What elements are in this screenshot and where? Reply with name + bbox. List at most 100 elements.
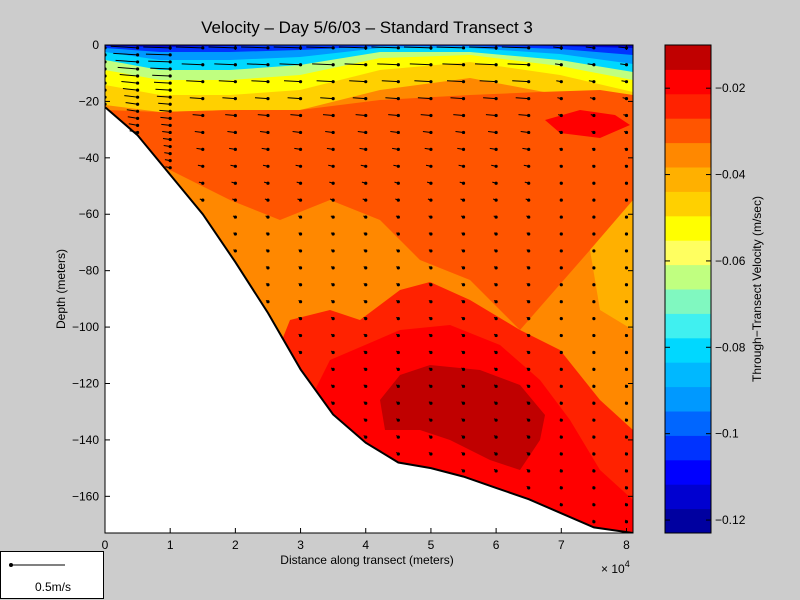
arrow-point [135, 46, 140, 50]
arrow-point [201, 113, 205, 118]
arrow-point [592, 367, 596, 371]
arrow-point [364, 215, 368, 219]
arrow-point [298, 113, 303, 118]
arrow-point [266, 80, 270, 84]
arrow-point [396, 80, 400, 84]
arrow-point [461, 164, 466, 168]
arrow-point [559, 418, 563, 422]
arrow-point [624, 333, 629, 338]
arrow-point [461, 113, 466, 118]
arrow-point [429, 63, 433, 67]
velocity-arrow [127, 116, 138, 119]
velocity-arrow [125, 102, 138, 105]
arrow-point [527, 333, 531, 338]
arrow-point [201, 63, 205, 67]
arrow-point [331, 350, 335, 355]
arrow-point [592, 486, 596, 490]
velocity-arrow [338, 46, 366, 49]
arrow-point [396, 113, 400, 118]
velocity-arrow [113, 52, 138, 56]
velocity-arrow [241, 46, 268, 49]
arrow-point [135, 116, 140, 120]
arrow-point [559, 80, 563, 84]
velocity-arrow [150, 67, 171, 70]
arrow-point [298, 266, 303, 270]
arrow-point [461, 418, 466, 422]
arrow-point [494, 215, 498, 219]
arrow-point [364, 266, 368, 270]
arrow-point [429, 80, 433, 84]
arrow-point [527, 418, 531, 422]
velocity-arrow [388, 114, 399, 117]
y-axis: 0 −20 −40 −60 −80 −100 −120 −140 −160 [72, 38, 633, 503]
arrow-point [624, 300, 629, 304]
arrow-point [396, 452, 400, 456]
velocity-arrow [344, 63, 366, 66]
arrow-point [168, 159, 172, 163]
arrow-point [592, 333, 596, 338]
arrow-point [592, 401, 596, 405]
arrow-point [168, 137, 172, 142]
x-multiplier: × 104 [601, 559, 630, 576]
arrow-point [429, 249, 433, 253]
arrow-point [331, 130, 335, 135]
x-tick-label: 3 [297, 538, 304, 552]
arrow-point [527, 486, 531, 490]
arrow-point [331, 164, 335, 168]
arrow-point [624, 317, 629, 321]
velocity-arrow [155, 88, 171, 91]
scale-legend: 0.5m/s [0, 551, 104, 599]
arrow-point [396, 164, 400, 168]
arrow-point [624, 469, 629, 473]
colorbar-band [665, 386, 711, 412]
velocity-arrow [381, 80, 399, 83]
arrow-point [624, 503, 629, 507]
arrow-point [559, 333, 563, 338]
arrow-point [592, 350, 596, 355]
x-tick-label: 6 [493, 538, 500, 552]
arrow-point [494, 367, 498, 371]
arrow-point [266, 96, 270, 101]
arrow-point [135, 67, 140, 71]
arrow-point [201, 130, 205, 135]
arrow-point [559, 435, 563, 439]
arrow-point [135, 81, 140, 85]
arrow-point [592, 96, 596, 101]
velocity-arrow [352, 97, 366, 100]
arrow-point [494, 384, 498, 388]
arrow-point [396, 317, 400, 321]
colorbar-band [665, 142, 711, 168]
scale-arrow-label: 0.5m/s [34, 580, 71, 594]
velocity-arrow [453, 114, 464, 117]
arrow-point [592, 181, 596, 185]
arrow-point [527, 249, 531, 253]
arrow-point [168, 81, 172, 85]
arrow-point [461, 401, 466, 405]
velocity-arrow [512, 80, 529, 83]
arrow-point [624, 198, 629, 202]
velocity-arrow [192, 114, 203, 117]
arrow-point [233, 215, 237, 219]
velocity-arrow [181, 63, 203, 66]
colorbar-band [665, 93, 711, 119]
arrow-point [527, 46, 531, 50]
y-tick-label: −100 [72, 320, 99, 334]
arrow-point [364, 181, 368, 185]
arrow-point [559, 300, 563, 304]
arrow-point [429, 435, 433, 439]
velocity-arrow [312, 63, 334, 66]
arrow-point [494, 80, 498, 84]
arrow-point [494, 96, 498, 101]
velocity-arrow [414, 80, 431, 83]
arrow-point [624, 486, 629, 490]
velocity-arrow [186, 80, 203, 83]
arrow-point [461, 249, 466, 253]
velocity-arrow [515, 97, 529, 100]
arrow-point [396, 401, 400, 405]
velocity-arrow [479, 80, 497, 83]
arrow-point [592, 469, 596, 473]
arrow-point [527, 232, 531, 236]
arrow-point [429, 452, 433, 456]
arrow-point [168, 166, 172, 170]
velocity-arrow [474, 63, 497, 66]
